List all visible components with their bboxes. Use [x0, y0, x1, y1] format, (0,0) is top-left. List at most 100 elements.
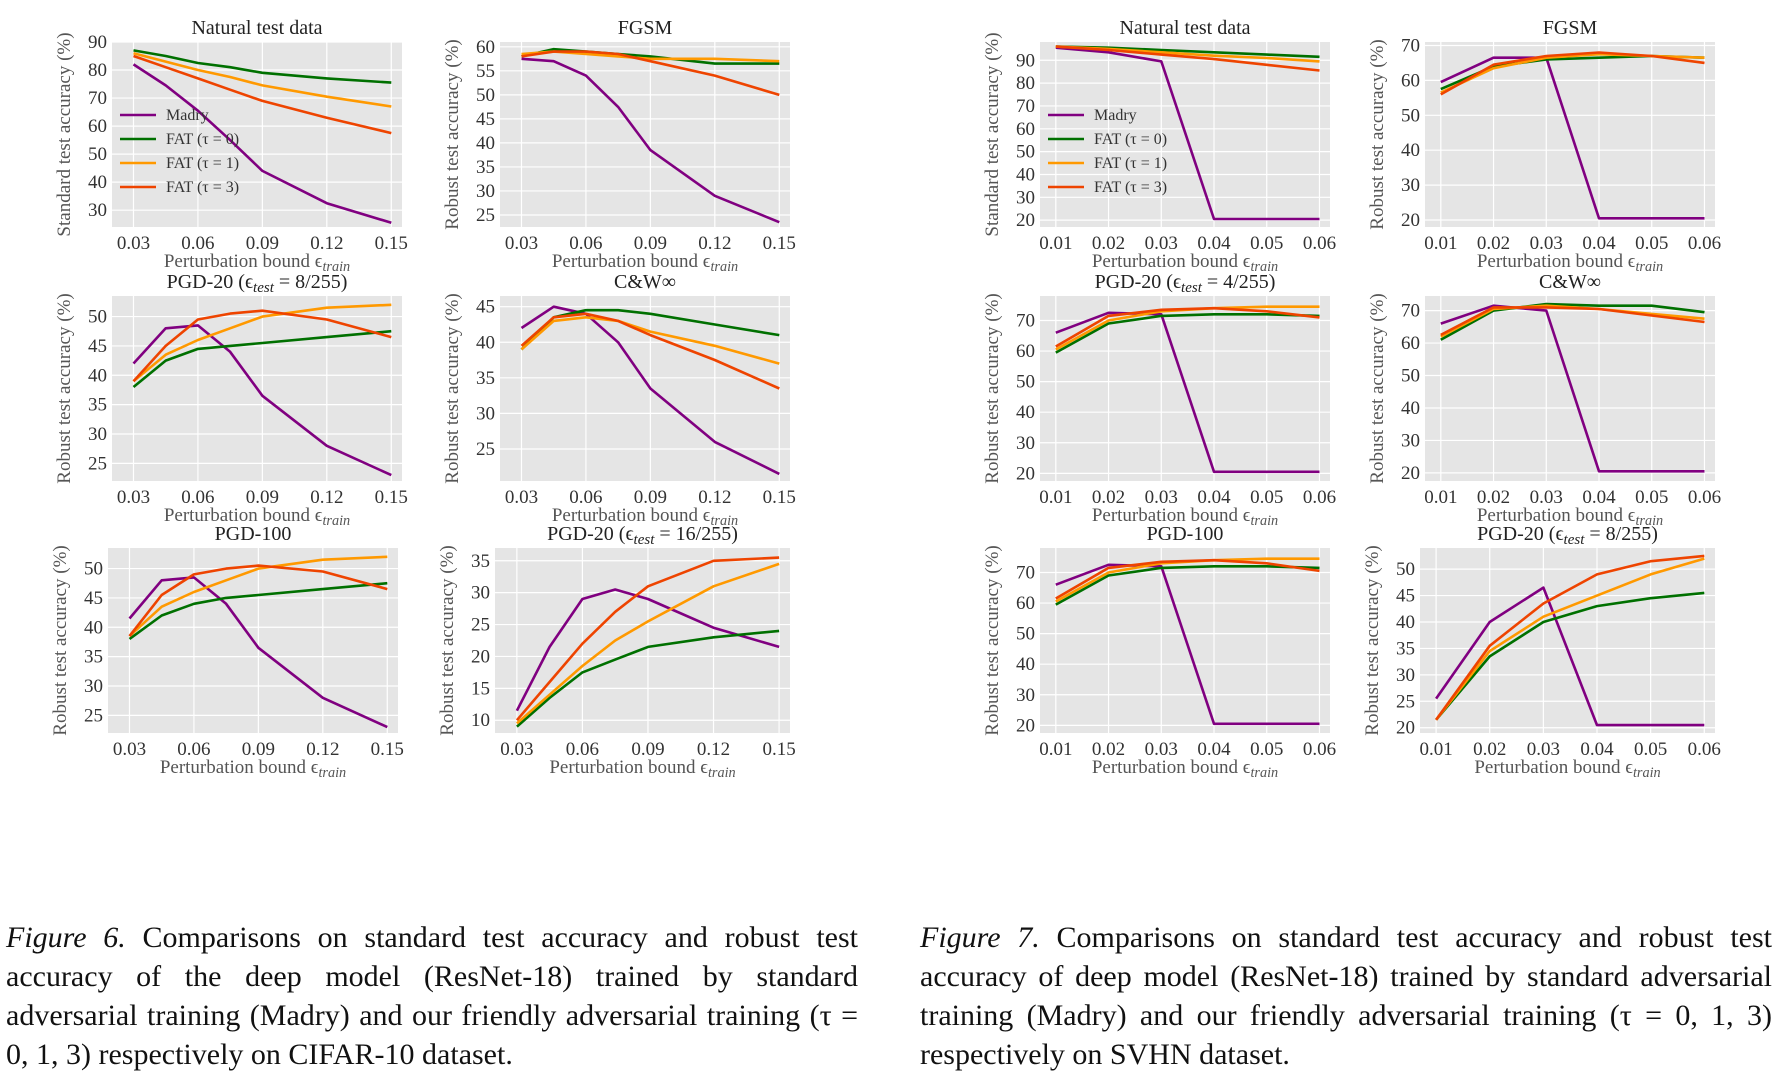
figure-7-label: Figure 7.: [920, 921, 1040, 954]
chart-title: PGD-100: [1147, 523, 1224, 545]
x-tick-label: 0.15: [763, 487, 796, 508]
series-line-madry: [515, 588, 780, 712]
chart-panel-6: 0.03 0.06 0.09 0.12 0.15 10 15 20 25 30 35 PGD-20 (…: [437, 523, 796, 781]
x-tick-label: 0.04: [1197, 233, 1231, 254]
y-tick-label: 70: [88, 88, 107, 109]
y-tick-label: 25: [84, 705, 103, 726]
y-tick-label: 60: [1401, 70, 1420, 91]
chart-panel-1: 0.03 0.06 0.09 0.12 0.15 30 40 50 60 70 80 90 Natura…: [54, 17, 408, 275]
x-tick-label: 0.09: [242, 739, 275, 760]
series-line-fat-0-: [132, 329, 392, 389]
x-tick-label: 0.06: [1688, 739, 1721, 760]
legend-entry: FAT (τ = 0): [166, 131, 239, 148]
y-tick-label: 50: [1016, 372, 1035, 393]
x-tick-label: 0.03: [1145, 487, 1178, 508]
x-tick-label: 0.05: [1635, 233, 1668, 254]
legend-entry: FAT (τ = 3): [1094, 179, 1167, 196]
series-line-madry: [128, 576, 388, 729]
y-tick-label: 40: [88, 172, 107, 193]
series-line-fat-3-: [520, 312, 780, 390]
series-line-madry: [1055, 563, 1320, 726]
legend-entry: Madry: [166, 107, 209, 124]
x-tick-label: 0.09: [246, 487, 279, 508]
x-tick-label: 0.04: [1197, 487, 1231, 508]
y-tick-label: 45: [476, 297, 495, 318]
x-axis-label: Perturbation bound ϵtrain: [1092, 251, 1278, 275]
y-tick-label: 25: [1396, 691, 1415, 712]
series-line-fat-3-: [1440, 51, 1705, 96]
y-tick-label: 30: [1401, 430, 1420, 451]
y-tick-label: 35: [88, 395, 107, 416]
y-tick-label: 40: [476, 332, 495, 353]
y-tick-label: 25: [471, 615, 490, 636]
x-tick-label: 0.03: [1527, 739, 1560, 760]
chart-panel-7: 0.01 0.02 0.03 0.04 0.05 0.06 2030405060708090…: [982, 17, 1336, 275]
series-line-fat-3-: [1055, 45, 1320, 72]
y-tick-label: 40: [1016, 402, 1035, 423]
chart-panel-5: 0.03 0.06 0.09 0.12 0.15 25 30 35 40 45 50 PGD-100 P…: [50, 523, 404, 781]
x-tick-label: 0.03: [1145, 233, 1178, 254]
x-tick-label: 0.03: [505, 233, 538, 254]
y-tick-label: 15: [471, 678, 490, 699]
legend-entry: FAT (τ = 0): [1094, 131, 1167, 148]
x-tick-label: 0.01: [1424, 487, 1457, 508]
y-axis-label: Robust test accuracy (%): [437, 545, 458, 735]
y-tick-label: 10: [471, 710, 490, 731]
y-tick-label: 40: [1396, 612, 1415, 633]
y-tick-label: 45: [88, 336, 107, 357]
legend-entry: FAT (τ = 1): [166, 155, 239, 172]
x-tick-label: 0.04: [1582, 233, 1616, 254]
y-tick-label: 40: [1016, 164, 1035, 185]
y-tick-label: 30: [88, 200, 107, 221]
x-tick-label: 0.01: [1039, 233, 1072, 254]
y-tick-label: 20: [471, 646, 490, 667]
series-line-fat-3-: [1435, 554, 1705, 721]
y-tick-label: 60: [1016, 593, 1035, 614]
y-axis-label: Robust test accuracy (%): [1367, 293, 1388, 483]
y-tick-label: 20: [1396, 718, 1415, 739]
plot-area: [1425, 296, 1715, 481]
y-tick-label: 30: [1401, 175, 1420, 196]
legend-entry: FAT (τ = 3): [166, 179, 239, 196]
y-axis-label: Standard test accuracy (%): [54, 32, 75, 236]
series-line-madry: [520, 305, 780, 476]
y-tick-label: 30: [84, 676, 103, 697]
series-line-madry: [1055, 46, 1320, 221]
x-tick-label: 0.12: [697, 739, 730, 760]
series-line-madry: [132, 63, 392, 225]
chart-title: C&W∞: [1539, 271, 1601, 293]
x-tick-label: 0.03: [117, 487, 150, 508]
x-tick-label: 0.15: [371, 739, 404, 760]
y-tick-label: 30: [471, 583, 490, 604]
series-line-madry: [1055, 311, 1320, 474]
y-tick-label: 70: [1401, 301, 1420, 322]
y-tick-label: 70: [1016, 562, 1035, 583]
y-tick-label: 25: [88, 453, 107, 474]
y-tick-label: 80: [1016, 73, 1035, 94]
y-tick-label: 80: [88, 60, 107, 81]
x-axis-label: Perturbation bound ϵtrain: [1092, 757, 1278, 781]
x-tick-label: 0.01: [1419, 739, 1452, 760]
y-axis-label: Robust test accuracy (%): [982, 545, 1003, 735]
chart-panel-11: 0.01 0.02 0.03 0.04 0.05 0.06 20 30 40 50 60 70 PGD-…: [982, 523, 1336, 781]
y-axis-label: Robust test accuracy (%): [54, 293, 75, 483]
y-tick-label: 20: [1401, 463, 1420, 484]
x-tick-label: 0.06: [1688, 233, 1721, 254]
y-tick-label: 40: [88, 365, 107, 386]
y-tick-label: 60: [1401, 333, 1420, 354]
y-tick-label: 35: [476, 368, 495, 389]
series-line-fat-0-: [1435, 591, 1705, 721]
series-line-fat-3-: [133, 54, 392, 135]
series-line-fat-0-: [1055, 312, 1320, 354]
x-tick-label: 0.09: [246, 233, 279, 254]
plot-area: [500, 296, 790, 481]
chart-panel-9: 0.01 0.02 0.03 0.04 0.05 0.06 20 30 40 50 60 70 PGD-…: [982, 271, 1336, 529]
series-line-fat-0-: [1440, 302, 1705, 341]
x-tick-label: 0.03: [117, 233, 150, 254]
x-tick-label: 0.03: [505, 487, 538, 508]
series-line-fat-3-: [515, 556, 780, 722]
series-line-fat-1-: [128, 555, 388, 638]
series-line-fat-3-: [1440, 306, 1705, 337]
y-axis-label: Robust test accuracy (%): [982, 293, 1003, 483]
y-tick-label: 55: [476, 61, 495, 82]
